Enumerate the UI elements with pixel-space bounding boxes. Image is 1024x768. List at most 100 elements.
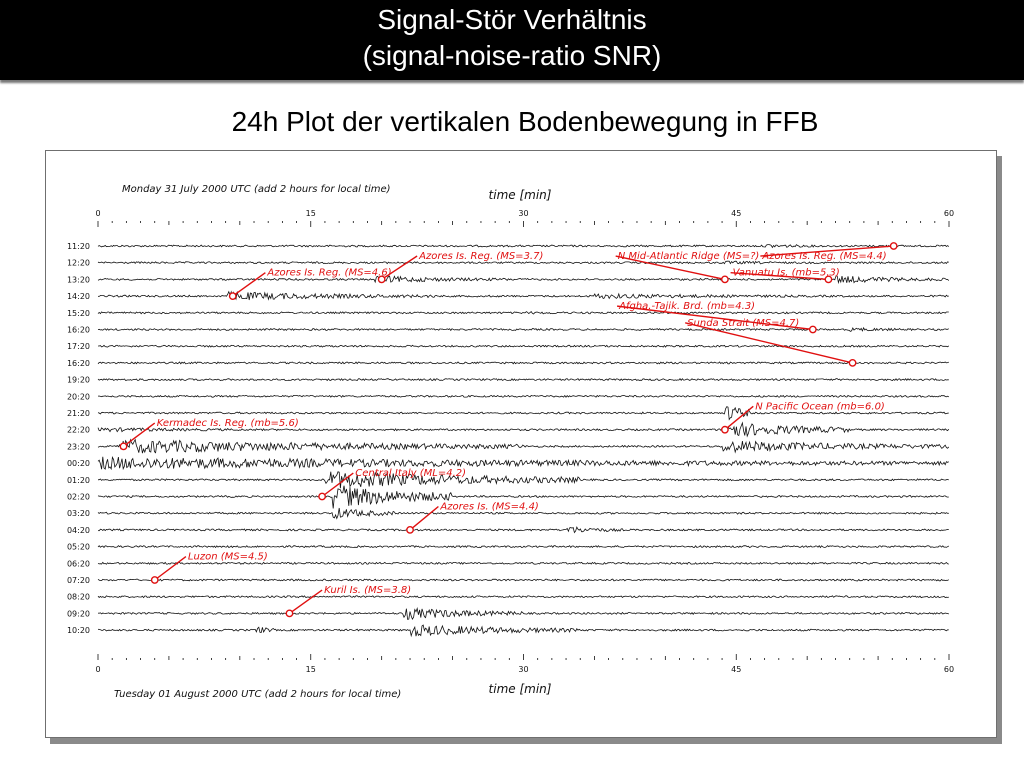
row-time-label: 03:20 [67,509,90,518]
event-leader-line [409,505,439,531]
event-label: Central Italy (ML=4.2) [355,468,466,479]
seismogram-figure: Monday 31 July 2000 UTC (add 2 hours for… [45,150,997,738]
event-leader-line [381,255,418,280]
event-marker [889,242,898,250]
seismic-trace [97,361,949,365]
event-label: Vanuatu Is. (mb=5.3) [733,268,840,279]
row-time-label: 05:20 [67,543,90,552]
seismic-trace [97,507,949,520]
event-leader-line [730,272,829,281]
x-tick-label-bottom: 30 [518,665,528,674]
event-label: Azores Is. Reg. (MS=4.6) [266,268,391,279]
event-leader-line [724,405,754,431]
seismic-trace [97,244,950,249]
event-marker [285,609,294,618]
event-marker [848,358,857,367]
event-marker [406,525,414,534]
row-time-label: 04:20 [67,526,90,535]
seismic-trace [97,275,950,285]
event-label: Kermadec Is. Reg. (mb=5.6) [157,418,299,429]
event-label: Azores Is. (MS=4.4) [439,502,538,513]
x-tick-label-top: 30 [518,209,528,218]
x-tick-label-bottom: 60 [944,665,954,674]
event-marker [150,576,159,584]
event-label: N Pacific Ocean (mb=6.0) [755,401,885,412]
seismic-trace [97,290,949,301]
event-label: Kuril Is. (MS=3.8) [324,585,411,596]
seismic-trace [97,378,949,382]
seismic-trace [97,485,949,509]
row-time-label: 12:20 [67,259,90,268]
seismogram-plot: Monday 31 July 2000 UTC (add 2 hours for… [67,184,954,700]
x-tick-label-bottom: 0 [95,665,100,674]
event-leader-line [617,305,813,331]
seismic-trace [97,578,950,582]
x-tick-label-top: 15 [306,209,316,218]
top-axis-title: time [min] [489,188,552,202]
seismic-trace [97,526,949,534]
event-leader-line [123,422,156,447]
title-bar: Signal-Stör Verhältnis (signal-noise-rat… [0,0,1024,80]
slide-subtitle: 24h Plot der vertikalen Bodenbewegung in… [231,106,819,137]
x-tick-label-bottom: 15 [306,665,316,674]
slide-title-line-2: (signal-noise-ratio SNR) [362,40,662,71]
row-time-label: 16:20 [67,359,90,368]
seismic-trace [97,260,949,265]
row-time-label: 10:20 [67,626,90,635]
row-time-label: 08:20 [67,593,90,602]
event-marker [721,425,729,434]
row-time-label: 13:20 [67,275,90,284]
row-time-label: 16:20 [67,326,90,335]
row-time-label: 11:20 [67,242,90,251]
event-label: Azores Is. Reg. (MS=4.4) [761,251,886,262]
bottom-caption: Tuesday 01 August 2000 UTC (add 2 hours … [114,689,401,700]
seismic-trace [98,344,950,348]
bottom-axis-title: time [min] [489,682,552,696]
row-time-label: 22:20 [67,426,90,435]
row-time-label: 09:20 [67,609,90,618]
event-marker [119,442,128,451]
event-label: Afgha.-Tajik. Brd. (mb=4.3) [618,301,755,312]
event-leader-line [615,255,726,281]
x-tick-label-top: 0 [95,209,100,218]
seismic-trace [97,326,949,332]
slide-title-line-1: Signal-Stör Verhältnis [377,4,647,35]
event-marker [808,325,817,334]
seismic-trace [97,561,949,565]
event-leader-line [289,589,323,614]
seismic-trace [97,624,949,638]
row-time-label: 23:20 [67,442,90,451]
event-marker [721,275,729,284]
event-leader-line [232,272,266,297]
seismic-trace [97,455,950,471]
top-caption: Monday 31 July 2000 UTC (add 2 hours for… [122,184,391,195]
event-label: Azores Is. Reg. (MS=3.7) [418,251,543,262]
event-label: N Mid-Atlantic Ridge (MS=?) [618,251,760,262]
event-marker [377,275,386,284]
row-time-label: 06:20 [67,559,90,568]
row-time-label: 21:20 [67,409,90,418]
event-leader-line [760,245,894,257]
x-tick-label-bottom: 45 [731,665,741,674]
event-leader-line [685,322,853,364]
seismic-trace [97,595,949,599]
row-time-label: 14:20 [67,292,90,301]
event-leader-line [321,472,354,498]
row-time-label: 02:20 [67,493,90,502]
seismic-trace [97,394,950,398]
event-marker [824,275,833,284]
row-time-label: 07:20 [67,576,90,585]
row-time-label: 01:20 [67,476,90,485]
seismic-trace [97,421,950,438]
event-leader-line [154,556,187,581]
event-label: Sunda Strait (MS=4.7) [687,318,799,329]
seismic-trace [97,607,949,620]
row-time-label: 15:20 [67,309,90,318]
event-marker [318,492,326,501]
row-time-label: 20:20 [67,392,90,401]
seismic-trace [97,545,950,549]
seismic-trace [97,406,949,421]
event-marker [228,292,237,301]
row-time-label: 00:20 [67,459,90,468]
seismic-trace [97,311,949,315]
